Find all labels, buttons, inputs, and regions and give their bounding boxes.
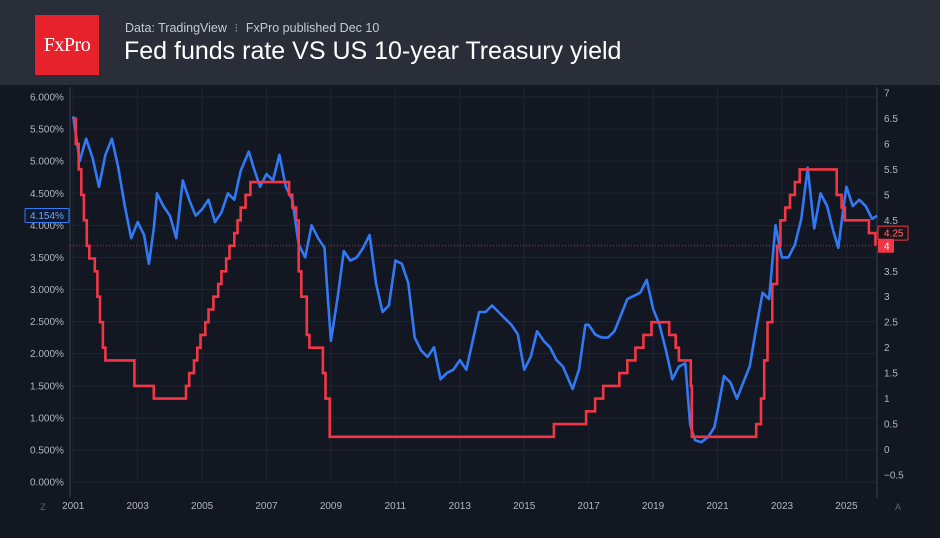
last-value-label-fed: 4.25 [884,229,904,240]
x-tick-label: 2017 [578,501,601,512]
y-left-tick-label: 4.500% [30,189,64,200]
y-right-tick-label: 1.5 [884,369,898,380]
y-left-tick-label: 2.000% [30,349,64,360]
x-tick-label: 2013 [449,501,472,512]
x-tick-label: 2005 [191,501,214,512]
y-left-tick-label: 2.500% [30,317,64,328]
y-right-tick-label: 3.5 [884,267,898,278]
x-tick-label: 2007 [255,501,278,512]
x-tick-label: 2023 [771,501,794,512]
y-left-tick-label: 5.000% [30,157,64,168]
data-source: Data: TradingView [125,21,227,35]
x-tick-label: 2025 [835,501,858,512]
y-right-tick-label: −0.5 [884,471,904,482]
x-tick-label: 2001 [62,501,85,512]
y-left-tick-label: 0.000% [30,478,64,489]
chart-title: Fed funds rate VS US 10-year Treasury yi… [124,37,622,65]
y-left-tick-label: 6.000% [30,93,64,104]
published-date: FxPro published Dec 10 [245,21,380,35]
y-right-tick-label: 6.5 [884,114,898,125]
y-right-tick-label: 0 [884,445,890,456]
x-tick-label: 2011 [385,501,407,512]
y-right-tick-label: 5 [884,190,890,201]
header-bar: FxPro Data: TradingView ⁝ FxPro publishe… [0,0,940,85]
reference-label: 4 [884,241,890,252]
y-left-tick-label: 0.500% [30,445,64,456]
zoom-button[interactable]: Z [40,502,46,512]
y-right-tick-label: 7 [884,89,890,100]
y-left-tick-label: 5.500% [30,125,64,136]
source-line: Data: TradingView ⁝ FxPro published Dec … [125,20,379,35]
y-right-tick-label: 1 [884,394,890,405]
y-left-tick-label: 1.000% [30,413,64,424]
x-tick-label: 2015 [513,501,536,512]
line-chart[interactable]: 0.000% 0.500% 1.000% 1.500% 2.000% 2.500% 3.00… [0,85,940,538]
series-line-fed [73,117,877,439]
reference-badge [878,238,894,253]
y-left-tick-label: 3.500% [30,253,64,264]
y-left-tick-label: 1.500% [30,381,64,392]
last-value-label-treasury: 4.154% [30,211,64,222]
fxpro-logo: FxPro [35,15,99,75]
separator: ⁝ [234,21,239,35]
y-left-tick-label: 3.000% [30,285,64,296]
y-right-tick-label: 0.5 [884,420,898,431]
y-right-tick-label: 4.5 [884,216,898,227]
x-tick-label: 2009 [320,501,343,512]
y-right-tick-label: 5.5 [884,165,898,176]
x-tick-label: 2021 [706,501,729,512]
y-left-tick-label: 4.000% [30,221,64,232]
y-right-tick-label: 6 [884,139,890,150]
x-tick-label: 2019 [642,501,665,512]
y-right-tick-label: 2 [884,343,890,354]
auto-scale-button[interactable]: A [894,502,901,512]
y-right-tick-label: 3 [884,292,890,303]
series-line-treasury [71,116,878,444]
last-value-badge-treasury [24,207,70,223]
x-tick-label: 2003 [127,501,150,512]
y-right-tick-label: 2.5 [884,318,898,329]
